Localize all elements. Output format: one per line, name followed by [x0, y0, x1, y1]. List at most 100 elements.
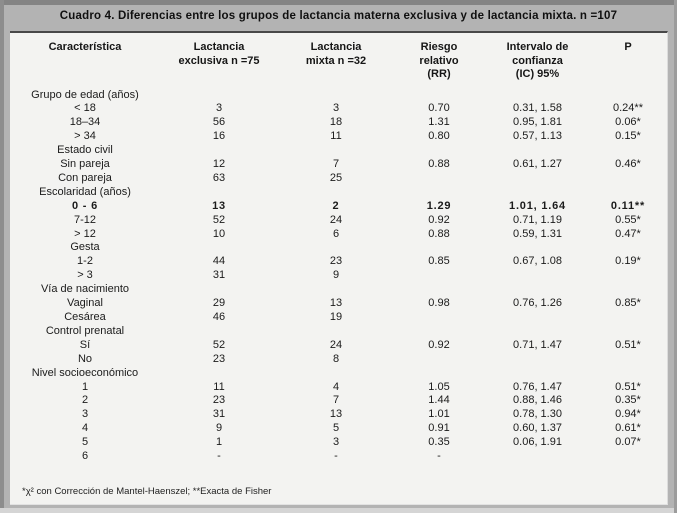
cell: 0.59, 1.31: [513, 227, 562, 240]
cell: 7-12: [73, 213, 97, 226]
cell: 0.98: [428, 297, 450, 310]
cell: 0.55*: [615, 213, 641, 226]
cell: 23: [329, 255, 343, 268]
cell: 3: [81, 408, 89, 421]
table-row: Vaginal 29 13 0.98 0.76, 1.26 0.85*: [10, 297, 665, 311]
cell: 4: [81, 422, 89, 435]
cell: 0.76, 1.47: [513, 380, 562, 393]
frame-right-edge: [674, 0, 677, 513]
cell: 1.31: [428, 116, 450, 129]
cell: [394, 353, 484, 367]
cell: 0 - 6: [71, 199, 98, 212]
cell: 0.19*: [615, 255, 641, 268]
cell: [160, 325, 278, 339]
cell: [591, 186, 665, 200]
cell: 0.88, 1.46: [513, 394, 562, 407]
cell: 0.78, 1.30: [513, 408, 562, 421]
frame-left-edge: [0, 0, 4, 513]
cell: 0.80: [428, 130, 450, 143]
cell: 0.85: [428, 255, 450, 268]
cell: [394, 144, 484, 158]
cell: 0.92: [428, 338, 450, 351]
table-row: 1-2 44 23 0.85 0.67, 1.08 0.19*: [10, 255, 665, 269]
frame-top-edge: [0, 0, 677, 5]
cell: [591, 325, 665, 339]
cell: 0.47*: [615, 227, 641, 240]
cell: [591, 367, 665, 381]
cell: [278, 241, 394, 255]
cell: Vaginal: [67, 297, 103, 310]
table-body: Grupo de edad (años) < 18 3 3 0.70 0.31, 1.58…: [10, 89, 665, 464]
cell: 0.06, 1.91: [513, 436, 562, 449]
cell: 8: [332, 352, 340, 365]
cell: [591, 269, 665, 283]
cell: 6: [332, 227, 340, 240]
cell: Cesárea: [64, 311, 106, 323]
cell: Estado civil: [57, 144, 113, 157]
cell: [484, 311, 591, 325]
cell: > 12: [74, 227, 96, 240]
cell: 0.71, 1.47: [513, 338, 562, 351]
table-row: 5 1 3 0.35 0.06, 1.91 0.07*: [10, 436, 665, 450]
table-row: 0 - 6 13 2 1.29 1.01, 1.64 0.11**: [10, 200, 665, 214]
cell: [278, 325, 394, 339]
cell: 23: [212, 352, 226, 365]
cell: 0.70: [428, 102, 450, 115]
cell: 29: [212, 297, 226, 310]
cell: No: [77, 352, 93, 365]
table-row: > 12 10 6 0.88 0.59, 1.31 0.47*: [10, 228, 665, 242]
cell: [394, 89, 484, 103]
group-row: Grupo de edad (años): [10, 89, 665, 103]
cell: [591, 353, 665, 367]
cell: [160, 186, 278, 200]
cell: [160, 144, 278, 158]
cell: [484, 283, 591, 297]
cell: Control prenatal: [45, 324, 125, 337]
cell: [484, 450, 591, 464]
cell: Con pareja: [58, 171, 112, 184]
cell: [394, 325, 484, 339]
cell: 18: [329, 116, 343, 129]
cell: 1: [215, 436, 223, 449]
cell: [484, 89, 591, 103]
cell: 24: [329, 338, 343, 351]
cell: 11: [213, 380, 225, 393]
table-caption: Cuadro 4. Diferencias entre los grupos d…: [59, 10, 618, 22]
cell: [278, 89, 394, 103]
table-card: Característica Lactancia exclusiva n =75…: [10, 31, 668, 505]
cell: [394, 186, 484, 200]
cell: 10: [212, 227, 226, 240]
header-row: Característica Lactancia exclusiva n =75…: [10, 33, 665, 89]
cell: [484, 186, 591, 200]
cell: 9: [215, 422, 223, 435]
cell: 31: [212, 408, 226, 421]
cell: 0.94*: [615, 408, 641, 421]
table-header: Característica Lactancia exclusiva n =75…: [10, 33, 665, 89]
cell: [160, 283, 278, 297]
cell: Nivel socioeconómico: [31, 366, 139, 379]
cell: [394, 367, 484, 381]
cell: 13: [329, 297, 343, 310]
cell: 3: [332, 102, 340, 115]
group-row: Control prenatal: [10, 325, 665, 339]
cell: [484, 241, 591, 255]
cell: [484, 367, 591, 381]
cell: [278, 186, 394, 200]
cell: < 18: [74, 102, 96, 115]
column-header-caracteristica: Característica: [48, 41, 122, 53]
cell: 0.91: [428, 422, 450, 435]
table-row: 7-12 52 24 0.92 0.71, 1.19 0.55*: [10, 214, 665, 228]
cell: 52: [212, 213, 226, 226]
cell: 0.92: [428, 213, 450, 226]
cell: 1.29: [426, 199, 452, 212]
cell: 4: [332, 380, 340, 393]
table-row: 4 9 5 0.91 0.60, 1.37 0.61*: [10, 422, 665, 436]
cell: 0.85*: [615, 297, 641, 310]
cell: 11: [330, 130, 342, 143]
cell: [160, 367, 278, 381]
cell: Sí: [79, 338, 91, 351]
cell: 1.01: [428, 408, 450, 421]
cell: [484, 353, 591, 367]
table-row: < 18 3 3 0.70 0.31, 1.58 0.24**: [10, 102, 665, 116]
cell: [484, 172, 591, 186]
